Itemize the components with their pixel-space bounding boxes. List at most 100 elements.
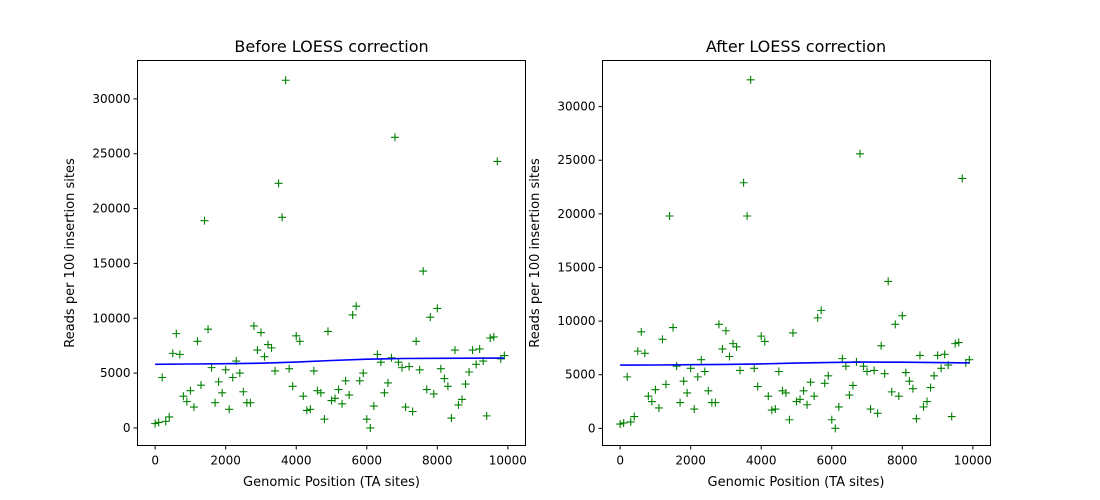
data-point bbox=[313, 386, 322, 395]
data-point bbox=[355, 376, 364, 385]
data-point bbox=[672, 362, 681, 371]
data-point bbox=[637, 327, 646, 336]
data-point bbox=[193, 337, 202, 346]
data-point bbox=[898, 311, 907, 320]
x-axis-label: Genomic Position (TA sites) bbox=[243, 475, 420, 490]
y-tick-label: 25000 bbox=[92, 147, 130, 161]
data-point bbox=[824, 371, 833, 380]
data-point bbox=[778, 386, 787, 395]
data-point bbox=[228, 373, 237, 382]
x-tick-label: 4000 bbox=[746, 454, 777, 468]
data-point bbox=[172, 329, 181, 338]
data-point bbox=[753, 382, 762, 391]
data-point bbox=[352, 302, 361, 311]
data-point bbox=[877, 341, 886, 350]
chart-title: After LOESS correction bbox=[706, 37, 886, 56]
chart-marks bbox=[616, 75, 974, 433]
data-point bbox=[711, 398, 720, 407]
data-point bbox=[154, 418, 163, 427]
data-point bbox=[302, 406, 311, 415]
data-point bbox=[912, 414, 921, 423]
data-point bbox=[482, 411, 491, 420]
data-point bbox=[341, 376, 350, 385]
data-point bbox=[465, 368, 474, 377]
y-tick-label: 15000 bbox=[92, 256, 130, 270]
data-point bbox=[767, 406, 776, 415]
data-point bbox=[626, 417, 635, 426]
data-point bbox=[654, 403, 663, 412]
data-point bbox=[630, 412, 639, 421]
data-point bbox=[345, 391, 354, 400]
data-point bbox=[419, 267, 428, 276]
data-point bbox=[848, 381, 857, 390]
data-point bbox=[408, 407, 417, 416]
x-tick-label: 6000 bbox=[351, 454, 382, 468]
data-point bbox=[398, 363, 407, 372]
data-point bbox=[965, 355, 974, 364]
data-point bbox=[686, 364, 695, 373]
data-point bbox=[299, 392, 308, 401]
data-point bbox=[218, 388, 227, 397]
data-point bbox=[331, 394, 340, 403]
data-point bbox=[281, 76, 290, 85]
data-point bbox=[933, 351, 942, 360]
data-point bbox=[803, 400, 812, 409]
data-point bbox=[644, 392, 653, 401]
data-point bbox=[394, 358, 403, 367]
data-point bbox=[785, 415, 794, 424]
data-point bbox=[894, 392, 903, 401]
data-point bbox=[264, 340, 273, 349]
data-point bbox=[267, 343, 276, 352]
data-point bbox=[260, 352, 269, 361]
data-point bbox=[915, 351, 924, 360]
data-point bbox=[390, 133, 399, 142]
data-point bbox=[799, 386, 808, 395]
data-point bbox=[239, 387, 248, 396]
data-point bbox=[771, 405, 780, 414]
y-tick-label: 5000 bbox=[565, 368, 596, 382]
data-point bbox=[422, 385, 431, 394]
y-tick-label: 30000 bbox=[92, 92, 130, 106]
data-point bbox=[810, 392, 819, 401]
data-point bbox=[489, 332, 498, 341]
data-point bbox=[781, 388, 790, 397]
data-point bbox=[309, 366, 318, 375]
x-tick-label: 8000 bbox=[422, 454, 453, 468]
data-point bbox=[859, 362, 868, 371]
data-point bbox=[380, 388, 389, 397]
x-tick-label: 2000 bbox=[210, 454, 241, 468]
data-point bbox=[937, 364, 946, 373]
data-point bbox=[792, 397, 801, 406]
data-point bbox=[359, 369, 368, 378]
data-point bbox=[362, 415, 371, 424]
data-point bbox=[454, 400, 463, 409]
data-point bbox=[186, 386, 195, 395]
data-point bbox=[866, 405, 875, 414]
data-point bbox=[475, 344, 484, 353]
x-tick-label: 0 bbox=[616, 454, 624, 468]
chart-marks bbox=[151, 76, 509, 432]
data-point bbox=[447, 414, 456, 423]
x-tick-label: 10000 bbox=[954, 454, 992, 468]
data-point bbox=[834, 402, 843, 411]
data-point bbox=[884, 277, 893, 286]
data-point bbox=[923, 397, 932, 406]
data-point bbox=[764, 392, 773, 401]
data-point bbox=[214, 377, 223, 386]
x-tick-label: 0 bbox=[151, 454, 159, 468]
data-point bbox=[760, 337, 769, 346]
data-point bbox=[905, 377, 914, 386]
y-axis-label: Reads per 100 insertion sites bbox=[63, 158, 78, 348]
data-point bbox=[500, 351, 509, 360]
data-point bbox=[940, 350, 949, 359]
data-point bbox=[746, 75, 755, 84]
data-point bbox=[640, 349, 649, 358]
data-point bbox=[693, 372, 702, 381]
chart-before-loess: Before LOESS correction 0 2000 4000 6000 800… bbox=[63, 37, 527, 490]
data-point bbox=[246, 398, 255, 407]
data-point bbox=[873, 409, 882, 418]
data-point bbox=[901, 368, 910, 377]
data-point bbox=[743, 212, 752, 221]
data-point bbox=[841, 362, 850, 371]
loess-fit-line bbox=[155, 357, 505, 366]
